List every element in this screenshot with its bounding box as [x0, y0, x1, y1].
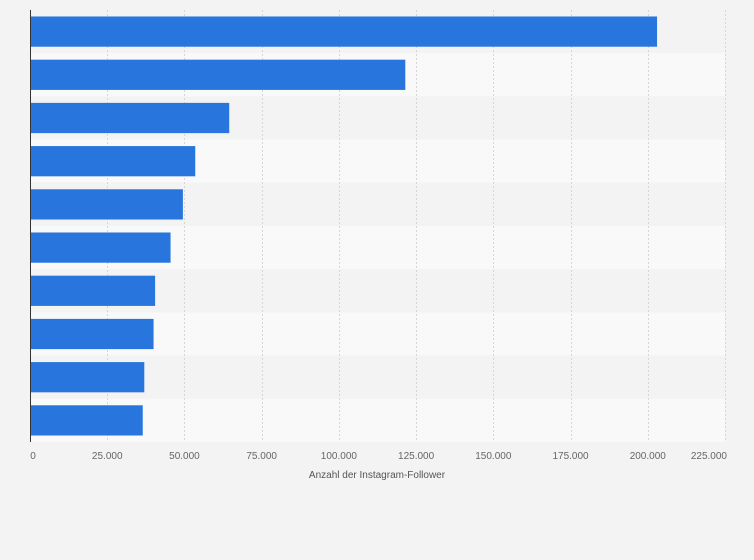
- x-tick-label: 25.000: [92, 451, 123, 462]
- bar[interactable]: [30, 16, 658, 47]
- x-tick-label: 150.000: [475, 451, 512, 462]
- x-tick-label: 125.000: [398, 451, 435, 462]
- x-tick-label: 50.000: [169, 451, 200, 462]
- row-band: [30, 355, 725, 399]
- x-tick-label: 75.000: [246, 451, 277, 462]
- x-tick-label: 225.000: [691, 451, 728, 462]
- x-tick-label: 175.000: [552, 451, 589, 462]
- bar[interactable]: [30, 232, 171, 263]
- bar[interactable]: [30, 59, 406, 90]
- bar[interactable]: [30, 405, 143, 436]
- x-tick-labels: 0 25.000 50.000 75.000 100.000 125.000 150.000…: [30, 451, 727, 462]
- bar[interactable]: [30, 146, 196, 177]
- bar[interactable]: [30, 275, 156, 306]
- bars: [30, 16, 658, 436]
- x-axis-title: Anzahl der Instagram-Follower: [309, 470, 446, 481]
- row-band: [30, 398, 725, 442]
- bar[interactable]: [30, 362, 145, 393]
- bar[interactable]: [30, 102, 230, 134]
- x-tick-label: 200.000: [630, 451, 667, 462]
- bar[interactable]: [30, 189, 183, 220]
- bar[interactable]: [30, 318, 154, 350]
- x-tick-label: 100.000: [321, 451, 358, 462]
- x-tick-label: 0: [30, 451, 36, 462]
